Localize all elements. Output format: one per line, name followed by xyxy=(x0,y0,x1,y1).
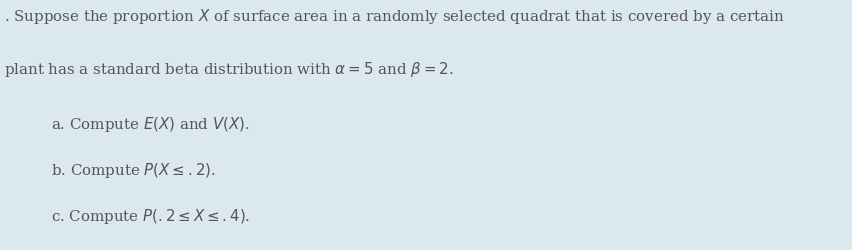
Text: a. Compute $E(X)$ and $V(X)$.: a. Compute $E(X)$ and $V(X)$. xyxy=(51,115,250,134)
Text: plant has a standard beta distribution with $\alpha = 5$ and $\beta = 2$.: plant has a standard beta distribution w… xyxy=(4,60,454,79)
Text: c. Compute $P(.2 \leq X \leq .4)$.: c. Compute $P(.2 \leq X \leq .4)$. xyxy=(51,208,250,227)
Text: b. Compute $P(X \leq .2)$.: b. Compute $P(X \leq .2)$. xyxy=(51,161,216,180)
Text: . Suppose the proportion $X$ of surface area in a randomly selected quadrat that: . Suppose the proportion $X$ of surface … xyxy=(4,8,785,26)
